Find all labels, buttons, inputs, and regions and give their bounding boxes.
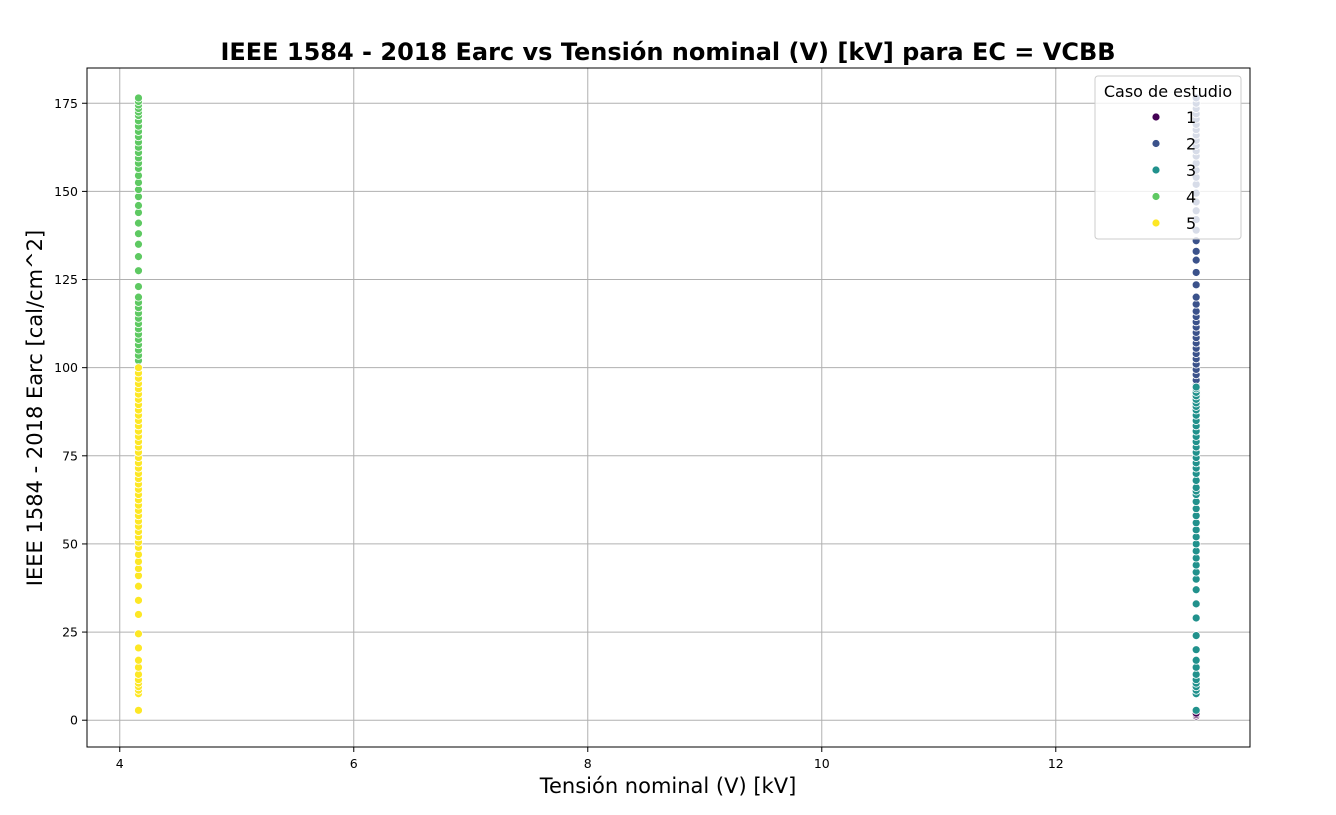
- data-point: [134, 705, 143, 715]
- data-point: [1191, 268, 1201, 277]
- data-point: [134, 239, 143, 249]
- y-tick-label: 150: [54, 184, 78, 199]
- legend-marker: [1151, 218, 1161, 228]
- legend: Caso de estudio 1 2 3 4 5: [1094, 75, 1242, 240]
- plot-area-frame: [86, 67, 1251, 748]
- data-point: [134, 643, 143, 653]
- data-point: [1191, 631, 1201, 640]
- x-tick-label: 10: [814, 756, 830, 771]
- data-point: [134, 252, 143, 262]
- y-tick-label: 0: [70, 713, 78, 728]
- legend-label: 4: [1186, 188, 1196, 207]
- x-tick-label: 6: [350, 756, 358, 771]
- x-axis-label: Tensión nominal (V) [kV]: [539, 774, 797, 798]
- series-3: [1191, 382, 1201, 715]
- data-point: [134, 292, 143, 302]
- legend-label: 2: [1186, 135, 1196, 154]
- data-point: [1191, 705, 1201, 715]
- data-point: [1191, 655, 1201, 665]
- data-point: [134, 655, 143, 665]
- y-axis-label: IEEE 1584 - 2018 Earc [cal/cm^2]: [23, 230, 47, 586]
- legend-marker: [1151, 165, 1161, 175]
- legend-label: 3: [1186, 161, 1196, 180]
- legend-label: 5: [1186, 214, 1196, 233]
- data-point: [134, 363, 143, 373]
- legend-marker: [1151, 139, 1161, 148]
- legend-label: 1: [1186, 108, 1196, 127]
- data-point: [134, 266, 143, 276]
- y-tick-label: 125: [54, 272, 78, 287]
- y-tick-label: 100: [54, 360, 78, 375]
- data-point: [134, 218, 143, 228]
- data-points: [134, 93, 1201, 721]
- data-point: [1191, 382, 1201, 392]
- data-point: [1191, 280, 1201, 290]
- data-point: [1191, 292, 1201, 302]
- data-point: [134, 581, 143, 591]
- legend-marker: [1151, 112, 1161, 122]
- x-tick-label: 4: [116, 756, 124, 771]
- grid-lines: [87, 68, 1250, 747]
- data-point: [1191, 613, 1201, 623]
- axis-ticks: 4 6 8 10 12 0 25 50 75 100 125 150 175: [54, 96, 1064, 771]
- data-point: [134, 610, 143, 619]
- data-point: [134, 229, 143, 239]
- y-tick-label: 175: [54, 96, 78, 111]
- data-point: [134, 93, 143, 103]
- x-tick-label: 12: [1048, 756, 1064, 771]
- data-point: [134, 201, 143, 210]
- legend-entries: 1 2 3 4 5: [1151, 108, 1196, 233]
- data-point: [1191, 645, 1201, 655]
- data-point: [1191, 255, 1201, 265]
- series-4: [134, 93, 143, 366]
- data-point: [1191, 585, 1201, 595]
- data-point: [134, 595, 143, 605]
- data-point: [1191, 599, 1201, 609]
- data-point: [1191, 246, 1201, 256]
- y-tick-label: 50: [62, 536, 78, 551]
- data-point: [134, 629, 143, 639]
- x-tick-label: 8: [584, 756, 592, 771]
- y-tick-label: 25: [62, 625, 78, 640]
- legend-title: Caso de estudio: [1104, 82, 1232, 101]
- legend-marker: [1151, 192, 1161, 201]
- y-tick-label: 75: [62, 448, 78, 463]
- legend-box: [1094, 75, 1242, 240]
- series-5: [134, 363, 143, 715]
- data-point: [134, 282, 143, 291]
- chart-title: IEEE 1584 - 2018 Earc vs Tensión nominal…: [220, 38, 1115, 66]
